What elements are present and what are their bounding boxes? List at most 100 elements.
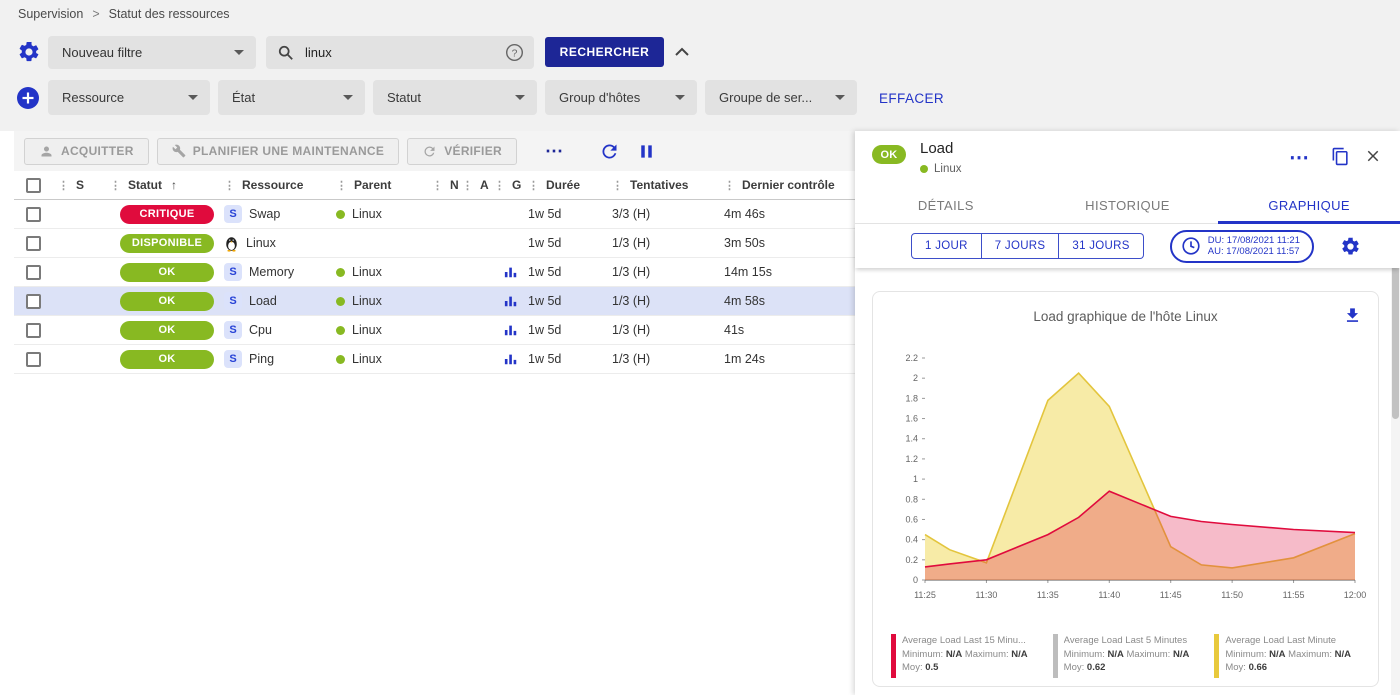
clear-filters-button[interactable]: EFFACER xyxy=(873,90,950,107)
tab-graphique[interactable]: GRAPHIQUE xyxy=(1218,187,1400,224)
refresh-button[interactable] xyxy=(599,141,620,162)
column-drag-icon[interactable]: ⋮ xyxy=(494,179,505,192)
column-drag-icon[interactable]: ⋮ xyxy=(528,179,539,192)
criteria-chip-ressource[interactable]: Ressource xyxy=(48,80,210,115)
graph-icon[interactable] xyxy=(504,265,518,279)
criteria-chip-groupe-de-ser[interactable]: Groupe de ser... xyxy=(705,80,857,115)
graph-icon[interactable] xyxy=(504,294,518,308)
table-row[interactable]: OK S Memory Linux 1w 5d 1/3 (H) 14m 15s xyxy=(14,258,855,287)
search-button[interactable]: RECHERCHER xyxy=(545,37,664,67)
row-checkbox[interactable] xyxy=(26,264,41,280)
close-icon xyxy=(1367,150,1379,162)
column-drag-icon[interactable]: ⋮ xyxy=(432,179,443,192)
row-checkbox[interactable] xyxy=(26,206,41,222)
graph-icon[interactable] xyxy=(504,352,518,366)
column-header-a[interactable]: ⋮ A xyxy=(462,178,494,192)
parent-name: Linux xyxy=(352,323,382,337)
column-header-tentatives[interactable]: ⋮ Tentatives xyxy=(612,178,724,192)
graph-icon[interactable] xyxy=(504,323,518,337)
legend-item-average-load-last-5-minutes[interactable]: Average Load Last 5 Minutes Minimum: N/A … xyxy=(1052,634,1211,678)
table-row[interactable]: OK S Load Linux 1w 5d 1/3 (H) 4m 58s xyxy=(14,287,855,316)
criteria-chip-label: Statut xyxy=(387,90,421,105)
column-drag-icon[interactable]: ⋮ xyxy=(612,179,623,192)
export-graph-button[interactable] xyxy=(1343,306,1362,328)
table-row[interactable]: CRITIQUE S Swap Linux 1w 5d 3/3 (H) 4m 46s xyxy=(14,200,855,229)
column-header-dernier-contr-le[interactable]: ⋮ Dernier contrôle xyxy=(724,178,855,192)
graph-cell xyxy=(494,323,528,337)
column-header-n[interactable]: ⋮ N xyxy=(432,178,462,192)
column-header-g[interactable]: ⋮ G xyxy=(494,178,528,192)
column-label: G xyxy=(512,178,522,192)
close-panel-button[interactable] xyxy=(1364,147,1382,165)
scrollbar-thumb[interactable] xyxy=(1392,244,1399,419)
criteria-chip-group-d-h-tes[interactable]: Group d'hôtes xyxy=(545,80,697,115)
parent-cell: Linux xyxy=(336,207,432,221)
svg-text:1.2: 1.2 xyxy=(905,454,918,464)
tries-cell: 1/3 (H) xyxy=(612,323,651,337)
status-badge: OK xyxy=(872,145,906,164)
column-header-s[interactable]: ⋮ S xyxy=(58,178,110,192)
resource-cell: S Ping xyxy=(224,350,336,368)
breadcrumb-item-statut-des-ressources[interactable]: Statut des ressources xyxy=(108,7,230,21)
saved-filter-select[interactable]: Nouveau filtre xyxy=(48,36,256,69)
more-actions-button[interactable]: ⋯ xyxy=(539,142,569,160)
date-from: DU: 17/08/2021 11:21 xyxy=(1207,235,1301,246)
legend-min-max: Minimum: N/A Maximum: N/A xyxy=(1063,648,1190,660)
collapse-filters-button[interactable] xyxy=(671,41,693,63)
range-button-7-jours[interactable]: 7 JOURS xyxy=(981,233,1060,259)
tab-historique[interactable]: HISTORIQUE xyxy=(1085,197,1170,213)
copy-link-button[interactable] xyxy=(1331,147,1350,166)
range-button-1-jour[interactable]: 1 JOUR xyxy=(911,233,982,259)
graph-settings-button[interactable] xyxy=(1340,236,1361,257)
parent-status-dot xyxy=(336,296,345,306)
criteria-chip-tat[interactable]: État xyxy=(218,80,365,115)
range-button-31-jours[interactable]: 31 JOURS xyxy=(1059,233,1144,259)
panel-more-button[interactable]: ⋯ xyxy=(1289,147,1310,169)
pause-refresh-button[interactable] xyxy=(636,141,657,162)
add-criteria-button[interactable] xyxy=(17,87,39,109)
tab-d-tails[interactable]: DÉTAILS xyxy=(917,197,974,213)
select-all-checkbox[interactable] xyxy=(26,177,41,193)
column-header-statut[interactable]: ⋮ Statut ↑ xyxy=(110,178,224,192)
legend-item-average-load-last-minute[interactable]: Average Load Last Minute Minimum: N/A Max… xyxy=(1214,634,1372,678)
last-check-cell: 4m 58s xyxy=(724,294,765,308)
column-header-parent[interactable]: ⋮ Parent xyxy=(336,178,432,192)
column-drag-icon[interactable]: ⋮ xyxy=(724,179,735,192)
status-badge: DISPONIBLE xyxy=(120,233,214,253)
last-check-cell: 3m 50s xyxy=(724,236,765,250)
column-header-ressource[interactable]: ⋮ Ressource xyxy=(224,178,336,192)
table-row[interactable]: OK S Cpu Linux 1w 5d 1/3 (H) 41s xyxy=(14,316,855,345)
duration-cell: 1w 5d xyxy=(528,236,562,250)
column-drag-icon[interactable]: ⋮ xyxy=(462,179,473,192)
column-drag-icon[interactable]: ⋮ xyxy=(224,179,235,192)
column-drag-icon[interactable]: ⋮ xyxy=(110,179,121,192)
parent-cell: Linux xyxy=(336,352,432,366)
service-icon: S xyxy=(224,263,242,281)
row-checkbox[interactable] xyxy=(26,235,41,251)
chart-area: 0 0.2 0.4 0.6 0.8 1 1.2 1.4 1.6 1.8 2 2.2 11:25 11:30… xyxy=(885,348,1371,611)
svg-text:11:35: 11:35 xyxy=(1037,590,1059,600)
row-checkbox[interactable] xyxy=(26,293,41,309)
download-icon xyxy=(1346,308,1359,322)
pause-icon xyxy=(641,144,652,158)
row-checkbox[interactable] xyxy=(26,322,41,338)
row-checkbox-cell xyxy=(14,235,58,251)
column-drag-icon[interactable]: ⋮ xyxy=(58,179,69,192)
criteria-chip-label: Ressource xyxy=(62,90,125,105)
column-drag-icon[interactable]: ⋮ xyxy=(336,179,347,192)
breadcrumb-item-supervision[interactable]: Supervision xyxy=(18,7,84,21)
date-range-picker[interactable]: DU: 17/08/2021 11:21 AU: 17/08/2021 11:5… xyxy=(1169,229,1315,263)
row-checkbox-cell xyxy=(14,322,58,338)
search-input[interactable] xyxy=(303,44,496,61)
column-header-dur-e[interactable]: ⋮ Durée xyxy=(528,178,612,192)
row-checkbox[interactable] xyxy=(26,351,41,367)
status-badge: OK xyxy=(120,262,214,282)
table-row[interactable]: DISPONIBLE Linux 1w 5d 1/3 (H) 3m 50s xyxy=(14,229,855,258)
legend-item-average-load-last-15-minu[interactable]: Average Load Last 15 Minu... Minimum: N/A… xyxy=(891,634,1049,678)
panel-scrollbar[interactable] xyxy=(1391,228,1400,695)
help-icon[interactable]: ? xyxy=(505,43,524,62)
graph-cell xyxy=(494,265,528,279)
criteria-chip-statut[interactable]: Statut xyxy=(373,80,537,115)
table-row[interactable]: OK S Ping Linux 1w 5d 1/3 (H) 1m 24s xyxy=(14,345,855,374)
filters-gear-button[interactable] xyxy=(16,39,42,65)
